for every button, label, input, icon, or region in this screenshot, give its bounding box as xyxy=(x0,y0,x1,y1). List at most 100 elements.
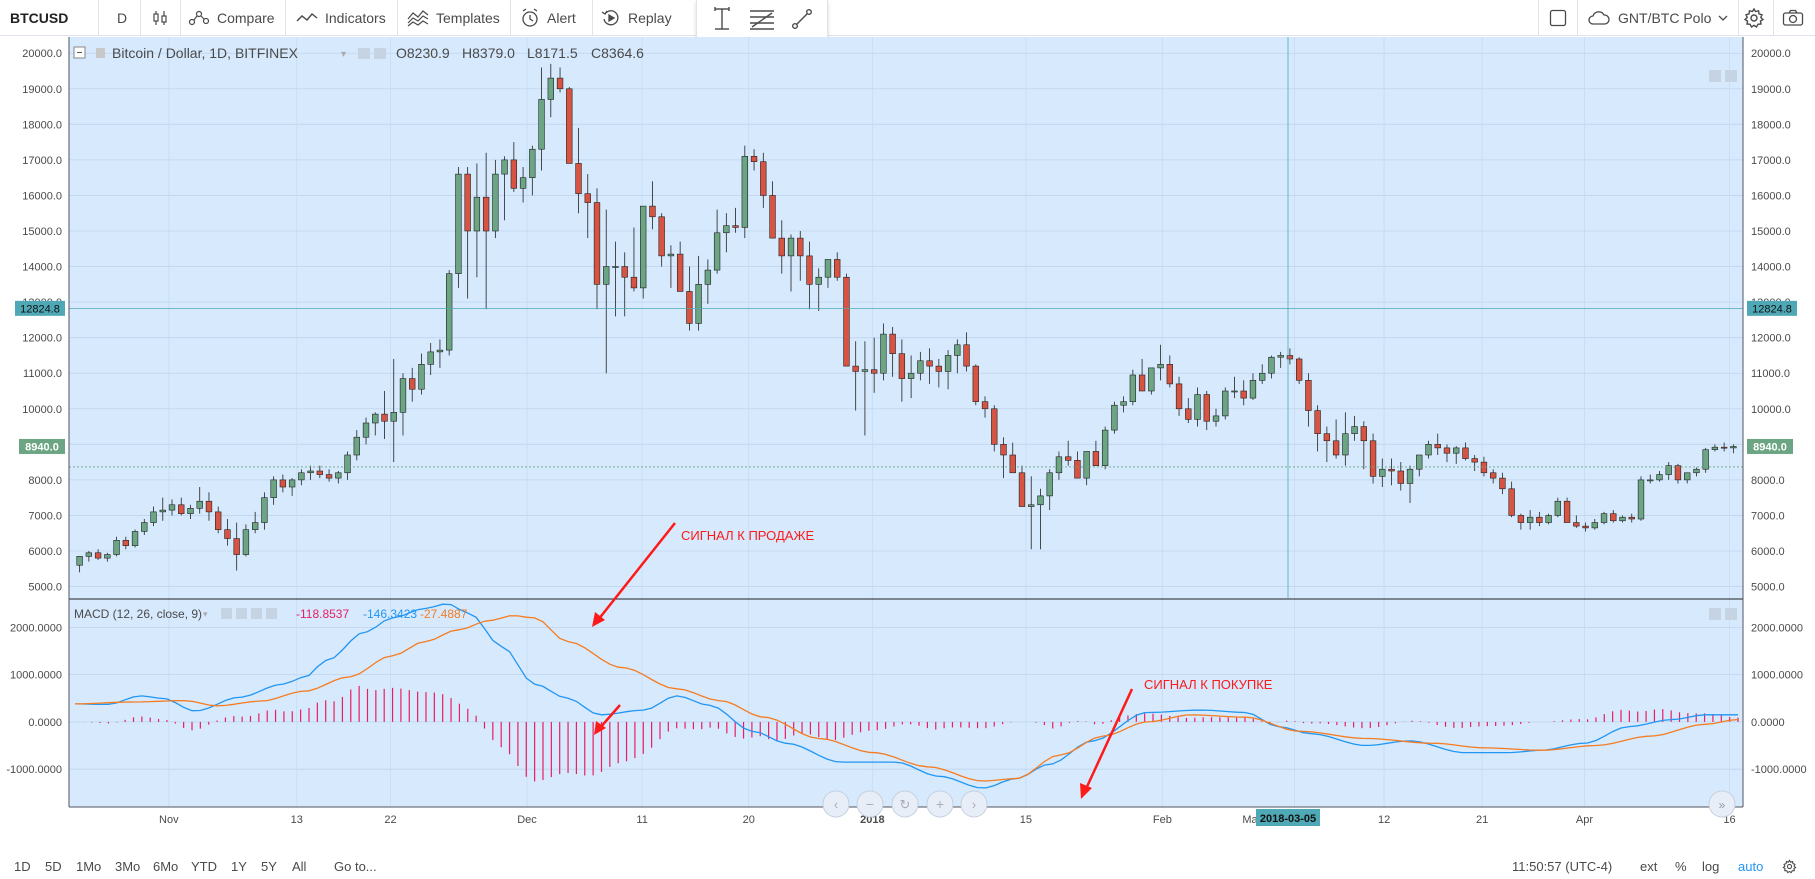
time-tick: 12 xyxy=(1378,814,1390,826)
percent-scale-toggle[interactable]: % xyxy=(1675,859,1687,874)
candle-body xyxy=(1286,355,1294,360)
time-tick: Apr xyxy=(1576,814,1593,826)
candle-body xyxy=(288,479,296,488)
sell-arrow-main xyxy=(597,522,676,621)
interval-button[interactable]: D xyxy=(117,0,127,36)
bar-style-icon xyxy=(151,9,169,27)
candle-body xyxy=(898,353,906,379)
zoom-out-button[interactable]: − xyxy=(856,790,884,818)
alert-button[interactable]: Alert xyxy=(520,0,576,36)
candle-body xyxy=(1268,356,1275,374)
candle-body xyxy=(760,161,767,196)
macd-histogram xyxy=(82,685,1739,782)
macd-legend[interactable]: MACD (12, 26, close, 9) ▾ -118.8537 -146… xyxy=(74,607,468,621)
replay-button[interactable]: Replay xyxy=(601,0,672,36)
candle-body xyxy=(1028,504,1035,507)
candle-body xyxy=(630,276,638,289)
goto-date-button[interactable]: Go to... xyxy=(334,859,377,874)
candle-body xyxy=(566,88,573,164)
series-settings-icon[interactable] xyxy=(374,48,386,59)
candle-body xyxy=(455,173,462,274)
candle-body xyxy=(390,412,397,422)
candle-body xyxy=(1231,390,1238,393)
candle-body xyxy=(1092,451,1100,466)
series-menu-chevron-icon[interactable]: ▾ xyxy=(341,49,346,60)
ohlc-high: H8379.0 xyxy=(462,45,515,61)
trendline-tool-icon[interactable] xyxy=(790,7,814,31)
candle-body xyxy=(1720,446,1728,449)
range-5y[interactable]: 5Y xyxy=(261,859,277,874)
symbol-search-button[interactable]: BTCUSD xyxy=(10,0,68,36)
candle-body xyxy=(1065,456,1072,461)
macd-signal-value: -27.4887 xyxy=(420,607,468,621)
candle-body xyxy=(1647,479,1654,482)
range-ytd[interactable]: YTD xyxy=(191,859,217,874)
candle-body xyxy=(362,422,370,438)
bar-style-button[interactable] xyxy=(151,0,169,36)
fullscreen-button[interactable] xyxy=(1549,0,1567,36)
scroll-to-realtime-button[interactable]: » xyxy=(1708,790,1736,818)
chart-canvas[interactable]: 5000.0 5000.0 6000.0 6000.0 7000.0 7000.0 8000… xyxy=(0,37,1815,845)
chart-navigation[interactable]: ‹ − ↻ + › » xyxy=(822,790,1736,818)
range-6mo[interactable]: 6Mo xyxy=(153,859,179,874)
candle-body xyxy=(1074,460,1081,479)
macd-tick-left: 1000.0000 xyxy=(10,670,62,682)
macd-visibility-icon[interactable] xyxy=(221,608,232,619)
fib-tool-icon[interactable] xyxy=(748,7,776,31)
candle-body xyxy=(935,365,943,372)
templates-button[interactable]: Templates xyxy=(407,0,500,36)
candle-body xyxy=(1480,461,1488,474)
candle-body xyxy=(1018,472,1026,507)
auto-scale-toggle[interactable]: auto xyxy=(1738,859,1764,874)
range-1mo[interactable]: 1Mo xyxy=(76,859,102,874)
ohlc-low: L8171.5 xyxy=(527,45,578,61)
range-all[interactable]: All xyxy=(292,859,307,874)
macd-menu-chevron-icon[interactable]: ▾ xyxy=(203,609,208,619)
pane-buttons-macd[interactable] xyxy=(1709,608,1737,620)
right-price-axis[interactable] xyxy=(1743,37,1815,807)
candle-body xyxy=(279,479,287,488)
layout-menu-button[interactable]: GNT/BTC Polo xyxy=(1587,0,1728,36)
range-1d[interactable]: 1D xyxy=(14,859,31,874)
candle-body xyxy=(880,333,887,374)
left-price-axis[interactable] xyxy=(0,37,69,807)
range-1y[interactable]: 1Y xyxy=(231,859,247,874)
chart-properties-button[interactable] xyxy=(1782,854,1797,879)
scroll-left-button[interactable]: ‹ xyxy=(822,790,850,818)
macd-settings-icon[interactable] xyxy=(236,608,247,619)
range-3mo[interactable]: 3Mo xyxy=(115,859,141,874)
extended-hours-toggle[interactable]: ext xyxy=(1640,859,1658,874)
clock-timezone[interactable]: 11:50:57 (UTC-4) xyxy=(1512,859,1613,874)
candle-body xyxy=(1656,474,1663,481)
pane-up-icon[interactable] xyxy=(1709,70,1721,82)
sell-arrow-hist xyxy=(598,704,621,730)
candle-body xyxy=(686,291,693,324)
reset-button[interactable]: ↻ xyxy=(891,790,919,818)
settings-button[interactable] xyxy=(1743,0,1765,36)
main-legend[interactable]: Bitcoin / Dollar, 1D, BITFINEX ▾ O8230.9… xyxy=(73,45,644,61)
ohlc-close: C8364.6 xyxy=(591,45,644,61)
toolbar-divider xyxy=(140,0,141,36)
candle-body xyxy=(1388,468,1395,472)
scroll-right-button[interactable]: › xyxy=(960,790,988,818)
log-scale-toggle[interactable]: log xyxy=(1702,859,1720,874)
plus-icon: + xyxy=(936,796,944,812)
toolbar-divider xyxy=(1577,0,1578,36)
pane-maximize-icon[interactable] xyxy=(1725,70,1737,82)
snapshot-button[interactable] xyxy=(1782,0,1804,36)
indicators-button[interactable]: Indicators xyxy=(296,0,386,36)
macd-pane-maximize-icon[interactable] xyxy=(1725,608,1737,620)
compare-button[interactable]: Compare xyxy=(188,0,275,36)
range-5d[interactable]: 5D xyxy=(45,859,62,874)
zoom-in-button[interactable]: + xyxy=(926,790,954,818)
pane-buttons-main[interactable] xyxy=(1709,70,1737,82)
candle-body xyxy=(1342,433,1349,456)
candle-body xyxy=(1379,468,1386,477)
visibility-icon[interactable] xyxy=(358,48,370,59)
macd-pane-up-icon[interactable] xyxy=(1709,608,1721,620)
candle-body xyxy=(196,500,203,509)
svg-text:12824.8: 12824.8 xyxy=(1752,303,1792,315)
macd-add-icon[interactable] xyxy=(251,608,262,619)
macd-remove-icon[interactable] xyxy=(266,608,277,619)
text-tool-icon[interactable] xyxy=(710,5,734,33)
